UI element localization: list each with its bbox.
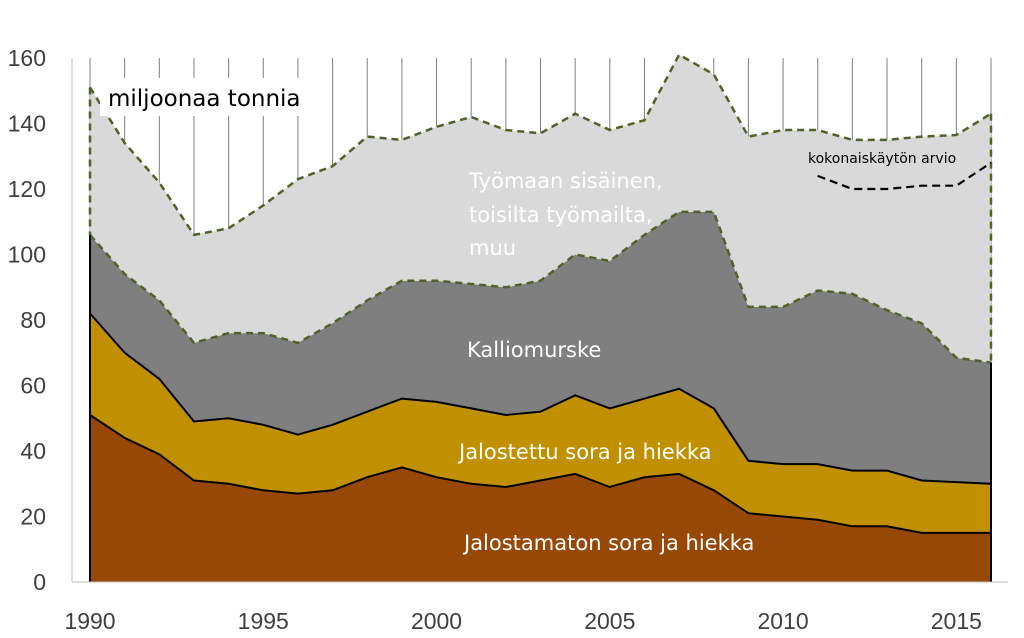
- boundary-line-0: [89, 414, 991, 534]
- y-tick-label-140: 140: [8, 111, 46, 137]
- unit-label-background: [100, 78, 316, 116]
- series-label-processed-gravel: Jalostettu sora ja hiekka: [457, 440, 712, 464]
- x-tick-label-2000: 2000: [411, 608, 462, 634]
- y-tick-label-100: 100: [8, 242, 46, 268]
- y-tick-label-0: 0: [33, 569, 46, 595]
- labels: miljoonaa tonnia kokonaiskäytön arvio Ty…: [100, 78, 956, 555]
- series-boundaries: [88, 52, 993, 582]
- estimate-line-label: kokonaiskäytön arvio: [808, 151, 956, 167]
- series-label-unprocessed-gravel: Jalostamaton sora ja hiekka: [462, 531, 754, 555]
- series-label-site-internal-line1: Työmaan sisäinen,: [468, 169, 663, 193]
- y-tick-label-160: 160: [8, 45, 46, 71]
- x-tick-label-2015: 2015: [931, 608, 982, 634]
- boundary-line-3: [88, 52, 992, 237]
- x-tick-label-2010: 2010: [757, 608, 808, 634]
- axes: 0 20 40 60 80 100 120 140 160 1990 1995 2000 2005 201…: [8, 45, 1008, 634]
- area-series-1: [90, 313, 991, 533]
- x-tick-label-2005: 2005: [584, 608, 635, 634]
- series-label-site-internal-line2: toisilta työmailta,: [469, 203, 653, 227]
- area-series-3: [90, 54, 991, 363]
- boundary-line-2: [89, 210, 992, 364]
- area-series-2: [90, 211, 991, 484]
- y-tick-label-80: 80: [20, 307, 46, 333]
- y-tick-label-40: 40: [20, 438, 46, 464]
- area-series-0: [90, 415, 991, 582]
- x-tick-label-1990: 1990: [64, 608, 115, 634]
- series-label-crushed-rock: Kalliomurske: [467, 338, 601, 362]
- y-tick-label-20: 20: [20, 504, 46, 530]
- series-label-site-internal-line3: muu: [469, 236, 516, 260]
- area-series: [90, 54, 991, 582]
- x-tick-label-1995: 1995: [238, 608, 289, 634]
- estimate-line: [817, 161, 992, 191]
- y-tick-label-60: 60: [20, 373, 46, 399]
- y-tick-label-120: 120: [8, 176, 46, 202]
- unit-label: miljoonaa tonnia: [108, 86, 301, 112]
- boundary-line-1: [89, 312, 992, 485]
